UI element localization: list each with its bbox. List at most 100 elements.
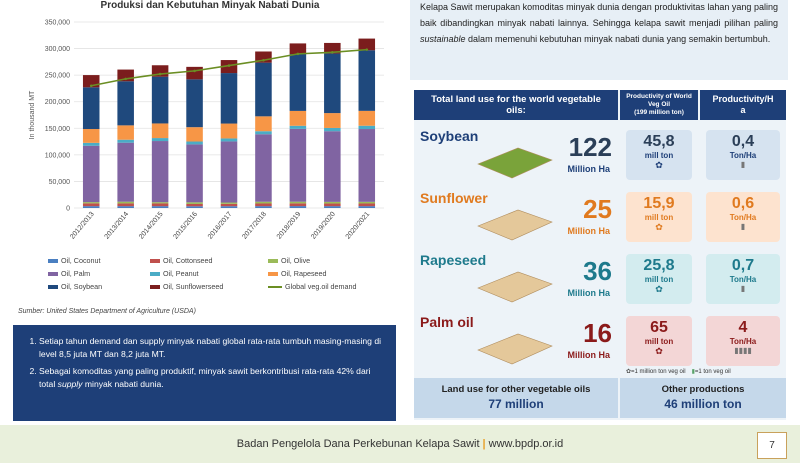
bar-segment bbox=[151, 138, 169, 142]
bar-segment bbox=[186, 79, 203, 128]
x-tick-label: 2020/2021 bbox=[345, 211, 372, 241]
demand-point bbox=[89, 84, 93, 88]
footer-land-value: 77 million bbox=[488, 397, 544, 411]
crop-row: Rapeseed 36 Million Ha 25,8 mill ton ✿ 0,7 Ton/… bbox=[414, 250, 786, 308]
footer-other-production: Other productions 46 million ton bbox=[620, 378, 786, 418]
bar-segment bbox=[255, 134, 272, 202]
field-illustration bbox=[477, 271, 553, 303]
productivity-unit: mill ton bbox=[644, 151, 674, 160]
bar-segment bbox=[255, 201, 272, 204]
bar-segment bbox=[324, 131, 341, 202]
legend-label: Oil, Olive bbox=[281, 256, 311, 265]
bar-segment bbox=[358, 201, 376, 204]
bar-segment bbox=[220, 203, 238, 207]
legend-label: Global veg.oil demand bbox=[285, 282, 357, 291]
note-text: Sebagai komoditas yang paling produktif,… bbox=[39, 365, 371, 389]
legend-item: Oil, Coconut bbox=[48, 256, 150, 265]
legend-swatch bbox=[48, 284, 58, 289]
crop-land-unit: Million Ha bbox=[567, 164, 611, 174]
crop-row: Sunflower 25 Million Ha 15,9 mill ton ✿ 0,6 Ton… bbox=[414, 188, 786, 246]
crop-name: Rapeseed bbox=[420, 252, 487, 268]
bar-segment bbox=[289, 110, 307, 126]
field-tile bbox=[477, 209, 553, 241]
demand-point bbox=[124, 77, 127, 81]
bar-segment bbox=[289, 201, 307, 204]
bar-segment bbox=[186, 66, 203, 80]
bar-segment bbox=[324, 42, 341, 54]
chart-title: Produksi dan Kebutuhan Minyak Nabati Dun… bbox=[100, 0, 320, 11]
y-tick-label: 250,000 bbox=[45, 73, 70, 80]
page-number: 7 bbox=[757, 432, 787, 459]
intro-emphasis: sustainable bbox=[420, 33, 466, 44]
demand-point bbox=[331, 50, 334, 54]
x-tick-label: 2019/2020 bbox=[310, 211, 337, 241]
bar-segment bbox=[358, 129, 376, 202]
crop-land-value: 36 bbox=[583, 256, 612, 286]
bar-segment bbox=[151, 141, 169, 203]
note-emphasis: supply bbox=[57, 378, 83, 389]
bar-segment bbox=[220, 73, 238, 124]
y-tick-label: 200,000 bbox=[45, 99, 70, 106]
bar-segment bbox=[117, 69, 134, 82]
footer-land-other: Land use for other vegetable oils 77 mil… bbox=[414, 378, 618, 418]
field-tile bbox=[477, 147, 553, 179]
flower-icon: ✿ bbox=[655, 346, 663, 356]
productivity-cell: 45,8 mill ton ✿ bbox=[626, 130, 692, 180]
bar-segment bbox=[358, 38, 376, 51]
field-illustration bbox=[477, 209, 553, 241]
bar-segment bbox=[324, 127, 341, 132]
intro-text-after: dalam memenuhi kebutuhan minyak nabati d… bbox=[465, 33, 771, 44]
bar-segment bbox=[117, 139, 134, 143]
bar-segment bbox=[324, 53, 341, 114]
x-tick-label: 2013/2014 bbox=[104, 211, 131, 241]
bar-segment bbox=[255, 206, 272, 208]
productivity-cell: 25,8 mill ton ✿ bbox=[626, 254, 692, 304]
intro-box: Kelapa Sawit merupakan komoditas minyak … bbox=[410, 0, 788, 80]
crop-land-value: 25 bbox=[583, 194, 612, 224]
legend-item: Oil, Sunflowerseed bbox=[150, 282, 268, 291]
legend-swatch bbox=[268, 271, 278, 276]
bar-segment bbox=[82, 202, 100, 204]
legend-swatch bbox=[150, 271, 160, 276]
bar-segment bbox=[117, 203, 134, 207]
barrel-icon: ▮▮▮▮ bbox=[734, 346, 752, 355]
bar-segment bbox=[151, 203, 169, 207]
bar-segment bbox=[117, 206, 134, 208]
bar-segment bbox=[82, 203, 100, 207]
legend-label: Oil, Cottonseed bbox=[163, 256, 213, 265]
bar-segment bbox=[151, 206, 169, 208]
bar-segment bbox=[82, 142, 100, 146]
footer-org: Badan Pengelola Dana Perkebunan Kelapa S… bbox=[236, 438, 480, 450]
bar-segment bbox=[151, 65, 169, 77]
bar-segment bbox=[82, 145, 100, 203]
notes-box: Setiap tahun demand dan supply minyak na… bbox=[13, 325, 396, 421]
footer-separator: | bbox=[482, 438, 486, 450]
bar-segment bbox=[324, 113, 341, 128]
bar-segment bbox=[358, 206, 376, 208]
stacked-bar-chart: 0 50,000 100,000 150,000 200,000 250,000 300,0… bbox=[29, 20, 384, 241]
per-ha-cell: 0,4 Ton/Ha ▮ bbox=[706, 130, 780, 180]
crop-land-value: 16 bbox=[583, 318, 612, 348]
bar-segment bbox=[151, 123, 169, 139]
bar-segment bbox=[82, 206, 100, 208]
bar-segment bbox=[358, 50, 376, 111]
barrel-icon: ▮ bbox=[740, 160, 746, 169]
x-tick-label: 2012/2013 bbox=[69, 211, 96, 241]
field-illustration bbox=[477, 333, 553, 365]
bar-segment bbox=[117, 81, 134, 126]
bar-segment bbox=[117, 125, 134, 140]
header-land-use: Total land use for the world vegetable o… bbox=[414, 90, 618, 120]
x-tick-label: 2017/2018 bbox=[241, 211, 268, 241]
crop-land-unit: Million Ha bbox=[567, 350, 611, 360]
notes-list: Setiap tahun demand dan supply minyak na… bbox=[23, 335, 386, 391]
footer-website[interactable]: www.bpdp.or.id bbox=[488, 438, 564, 450]
bar-segment bbox=[358, 110, 376, 126]
bar-segment bbox=[220, 206, 238, 208]
bar-segment bbox=[324, 201, 341, 204]
productivity-unit: mill ton bbox=[644, 275, 674, 284]
bar-segment bbox=[186, 206, 203, 208]
y-tick-label: 350,000 bbox=[45, 20, 70, 27]
demand-point bbox=[158, 72, 162, 76]
per-ha-unit: Ton/Ha bbox=[729, 275, 757, 284]
bar-segment bbox=[186, 127, 203, 142]
